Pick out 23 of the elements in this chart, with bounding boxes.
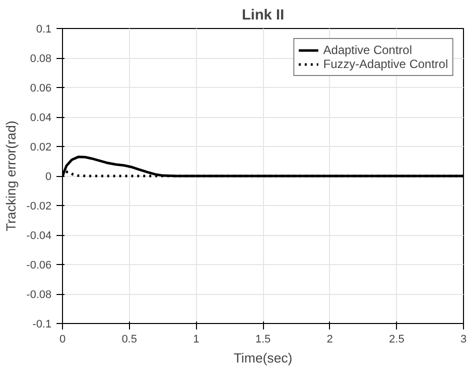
x-tick-label: 3 (460, 334, 467, 346)
x-tick-label: 1 (193, 334, 200, 346)
y-tick-label: -0.06 (26, 260, 52, 272)
y-axis-title: Tracking error(rad) (3, 120, 18, 232)
x-tick-label: 1.5 (255, 334, 271, 346)
y-tick-label: -0.02 (26, 200, 52, 212)
y-tick-label: 0 (45, 171, 52, 183)
chart-title: Link II (242, 8, 284, 24)
legend-label: Adaptive Control (323, 43, 412, 57)
x-tick-label: 2.5 (389, 334, 404, 346)
y-tick-label: 0.04 (30, 112, 52, 124)
y-tick-label: -0.1 (32, 318, 52, 330)
y-tick-label: 0.06 (30, 82, 52, 94)
y-tick-label: -0.08 (26, 289, 52, 301)
x-tick-label: 2 (326, 334, 333, 346)
x-tick-label: 0.5 (122, 334, 137, 346)
y-tick-label: 0.1 (36, 24, 52, 36)
x-axis-title: Time(sec) (234, 350, 292, 366)
y-tick-label: -0.04 (26, 230, 52, 242)
y-tick-label: 0.08 (30, 53, 52, 65)
x-tick-label: 0 (59, 334, 66, 346)
y-tick-label: 0.02 (30, 142, 52, 154)
legend-label: Fuzzy-Adaptive Control (323, 57, 448, 71)
